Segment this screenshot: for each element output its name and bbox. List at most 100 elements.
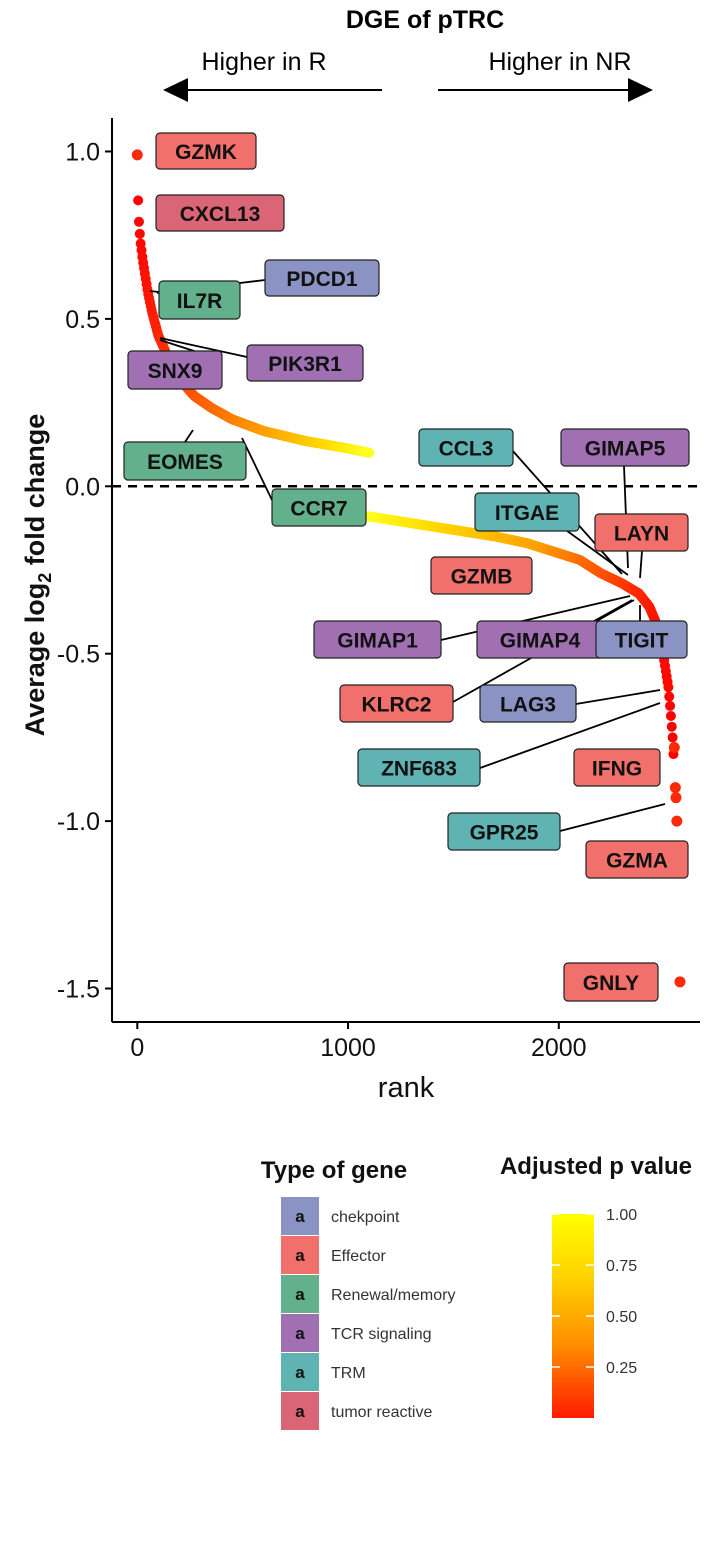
pvalue-colorbar: 1.00 0.75 0.50 0.25 [552, 1207, 637, 1418]
direction-left-label: Higher in R [201, 48, 326, 76]
gene-label-ifng: IFNG [592, 758, 642, 781]
gene-label-pik3r1: PIK3R1 [268, 353, 342, 376]
legend-key-glyph: a [295, 1324, 305, 1343]
gene-label-cxcl13: CXCL13 [180, 203, 261, 226]
gene-label-box [127, 350, 223, 390]
gene-label-il7r: IL7R [177, 290, 223, 313]
y-tick-label: 0.0 [65, 473, 100, 501]
gene-label-box [585, 840, 689, 879]
legend-key-glyph: a [295, 1402, 305, 1421]
gene-label-ccl3: CCL3 [439, 438, 494, 461]
leader-line [159, 337, 248, 358]
gene-label-gzma: GZMA [606, 850, 668, 873]
data-point [665, 710, 676, 721]
leader-line [575, 689, 661, 705]
gene-label-box [418, 428, 514, 467]
legend-label: tumor reactive [331, 1404, 432, 1421]
gene-label-gzmk: GZMK [175, 141, 237, 164]
gene-label-gimap5: GIMAP5 [585, 438, 666, 461]
gene-label-box [123, 441, 247, 481]
gene-label-box [474, 492, 580, 532]
data-point [133, 216, 144, 227]
legend-label: chekpoint [331, 1209, 400, 1226]
legend-key [281, 1353, 319, 1391]
gene-label-box [560, 428, 690, 467]
gene-label-tigit: TIGIT [615, 630, 669, 653]
data-point [671, 815, 683, 827]
legend-label: TCR signaling [331, 1326, 431, 1343]
gene-label-box [430, 556, 533, 595]
legend-key [281, 1197, 319, 1235]
legend-label: Effector [331, 1248, 387, 1265]
data-points [131, 149, 686, 988]
gene-label-box [573, 748, 661, 787]
chart-title: DGE of pTRC [346, 6, 504, 34]
y-tick-label: 0.5 [65, 306, 100, 334]
type-legend: a chekpoint a Effector a Renewal/memory a TCR s… [281, 1197, 455, 1430]
gene-label-box [264, 259, 380, 297]
direction-right-arrow [438, 78, 653, 102]
data-point [668, 741, 680, 753]
pvalue-legend-title: Adjusted p value [500, 1153, 692, 1180]
pvalue-tick-label: 0.25 [606, 1360, 637, 1377]
gene-label-box [313, 620, 442, 659]
pvalue-tick-label: 0.75 [606, 1258, 637, 1275]
pvalue-tick-label: 0.50 [606, 1309, 637, 1326]
leader-line [241, 437, 273, 501]
gene-label-eomes: EOMES [147, 451, 223, 474]
data-point [134, 228, 145, 239]
x-tick-label: 2000 [531, 1034, 587, 1062]
data-point [664, 691, 675, 702]
gene-label-itgae: ITGAE [495, 502, 559, 525]
gene-label-gnly: GNLY [583, 972, 639, 995]
type-legend-title: Type of gene [261, 1157, 407, 1184]
gene-label-box [155, 194, 285, 232]
leader-line [184, 429, 194, 443]
leader-line [639, 550, 643, 579]
gene-label-gzmb: GZMB [451, 566, 513, 589]
direction-left-arrow [163, 78, 382, 102]
x-tick-label: 1000 [320, 1034, 376, 1062]
legend-key [281, 1392, 319, 1430]
x-axis-title: rank [378, 1072, 435, 1104]
legend-key-glyph: a [295, 1246, 305, 1265]
data-point [663, 682, 674, 693]
y-tick-label: 1.0 [65, 138, 100, 166]
gene-label-snx9: SNX9 [148, 360, 203, 383]
leader-line [149, 290, 160, 293]
gene-label-box [594, 513, 689, 552]
legend-key [281, 1236, 319, 1274]
gene-label-box [479, 684, 577, 723]
gene-label-gpr25: GPR25 [470, 822, 539, 845]
data-point [131, 149, 143, 161]
gene-label-gimap4: GIMAP4 [500, 630, 581, 653]
gene-label-ccr7: CCR7 [290, 498, 347, 521]
legend-key [281, 1275, 319, 1313]
leader-line [440, 595, 631, 641]
plot-axes: 1.0 0.5 0.0 -0.5 -1.0 -1.5 0 1000 2000 [57, 118, 700, 1062]
gene-label-box [595, 620, 688, 659]
gene-label-klrc2: KLRC2 [361, 694, 431, 717]
data-point [665, 700, 676, 711]
y-tick-label: -1.0 [57, 808, 100, 836]
pvalue-tick-label: 1.00 [606, 1207, 637, 1224]
legend-key-glyph: a [295, 1207, 305, 1226]
x-tick-label: 0 [130, 1034, 144, 1062]
data-point [133, 195, 144, 206]
data-point [666, 721, 677, 732]
legend-key [281, 1314, 319, 1352]
gene-label-box [271, 488, 367, 527]
legend-label: Renewal/memory [331, 1287, 455, 1304]
gene-label-box [158, 280, 241, 320]
leader-line [559, 803, 666, 832]
leader-line [479, 702, 661, 769]
legend-key-glyph: a [295, 1285, 305, 1304]
gene-labels: GZMK CXCL13 PDCD1 IL7R PIK3R1 SNX9 EOMES CCR7 CC… [123, 132, 690, 1002]
gene-label-box [563, 962, 659, 1002]
y-axis-title: Average log2 fold change [20, 414, 55, 737]
gene-label-lag3: LAG3 [500, 694, 556, 717]
data-point [669, 782, 681, 794]
direction-right-label: Higher in NR [488, 48, 631, 76]
gene-label-box [447, 812, 561, 851]
